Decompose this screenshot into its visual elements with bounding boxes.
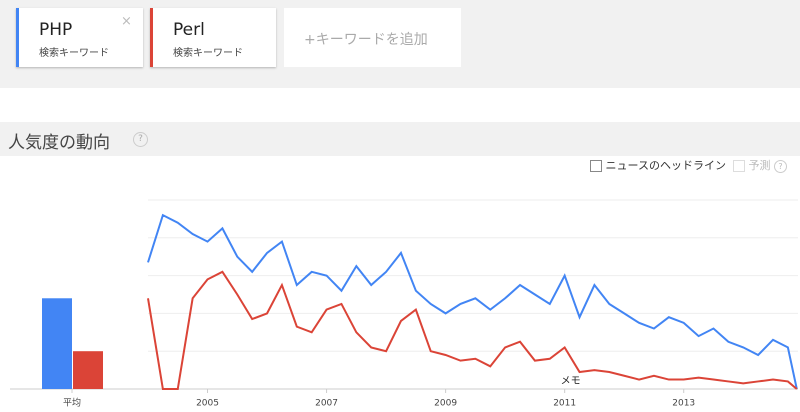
add-keyword-text: +キーワードを追加 bbox=[304, 32, 428, 48]
help-icon[interactable]: ? bbox=[133, 132, 148, 147]
option-label: ニュースのヘッドライン bbox=[605, 159, 726, 172]
keyword-type: 検索キーワード bbox=[39, 48, 109, 59]
series-line bbox=[147, 213, 798, 390]
keyword-card[interactable]: Perl 検索キーワード bbox=[150, 8, 276, 67]
x-tick-label: 2007 bbox=[315, 399, 338, 409]
forecast-option[interactable]: 予測 ? bbox=[733, 157, 787, 173]
x-tick-label: 2011 bbox=[553, 399, 576, 409]
x-tick-label: 2009 bbox=[434, 399, 457, 409]
option-label: 予測 bbox=[748, 159, 771, 172]
average-bar bbox=[73, 351, 103, 389]
checkbox[interactable] bbox=[590, 160, 602, 172]
close-button[interactable]: × bbox=[121, 14, 132, 29]
section-header: 人気度の動向 ? bbox=[0, 122, 800, 156]
checkbox[interactable] bbox=[733, 160, 745, 172]
keyword-type: 検索キーワード bbox=[173, 48, 243, 59]
keyword: PHP bbox=[39, 20, 73, 40]
x-tick-label: 2005 bbox=[196, 399, 219, 409]
add-keyword[interactable]: +キーワードを追加 bbox=[284, 8, 461, 67]
series-line bbox=[147, 270, 798, 390]
news-option[interactable]: ニュースのヘッドライン bbox=[590, 157, 726, 173]
section-title: 人気度の動向 bbox=[8, 133, 110, 153]
keyword: Perl bbox=[173, 20, 205, 40]
x-tick-label: 2013 bbox=[672, 399, 695, 409]
average-label: 平均 bbox=[63, 397, 81, 409]
average-bar bbox=[42, 298, 72, 389]
annotation: メモ bbox=[561, 376, 581, 387]
keyword-bar: PHP 検索キーワード × Perl 検索キーワード +キーワードを追加 bbox=[0, 0, 800, 88]
keyword-card[interactable]: PHP 検索キーワード × bbox=[16, 8, 143, 67]
help-icon[interactable]: ? bbox=[774, 160, 787, 173]
